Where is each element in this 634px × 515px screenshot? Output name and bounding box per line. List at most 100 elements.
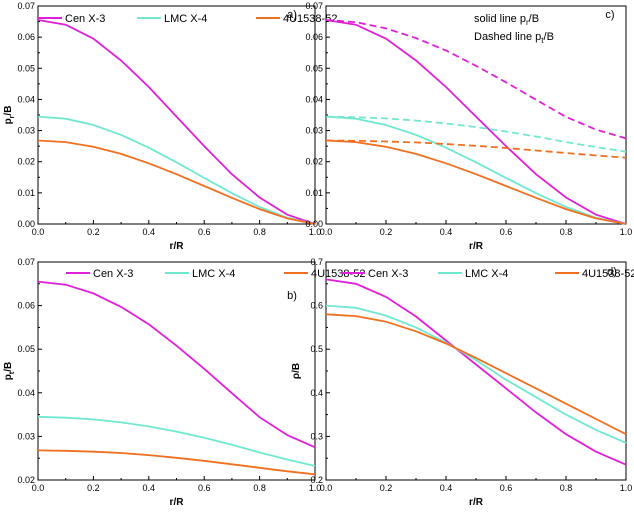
panel-label: c) (605, 9, 614, 21)
series-line-4u1538-52 (37, 449, 316, 476)
x-tick-label: 0.8 (253, 227, 266, 237)
legend-label: LMC X-4 (164, 13, 207, 25)
x-tick-label: 0.4 (143, 483, 156, 493)
y-tick-label: 0.07 (305, 1, 323, 11)
chart-panel-c: 0.0 0.2 0.4 0.6 0.8 1.00.000.010.020.030.040.… (305, 1, 632, 252)
x-tick-label: 0.2 (380, 227, 393, 237)
legend-label: LMC X-4 (192, 268, 235, 280)
y-tick-label: 0.6 (310, 301, 323, 311)
legend-label: LMC X-4 (465, 268, 508, 280)
annotation-part: Dashed line p (474, 31, 541, 43)
legend-label: 4U1538-52 (582, 268, 634, 280)
annotation-part: /B (544, 31, 554, 43)
series-line-4u1538-52-radial (325, 139, 627, 225)
series-line-4u1538-52-tangential (325, 139, 627, 159)
legend-label: Cen X-3 (65, 13, 105, 25)
x-tick-label: 0.2 (87, 483, 100, 493)
y-tick-label: 0.03 (305, 126, 323, 136)
y-tick-label: 0.06 (17, 32, 35, 42)
series-line-cen-x-3 (37, 280, 316, 449)
panel-label: b) (287, 290, 297, 302)
y-tick-label: 0.7 (310, 257, 323, 267)
x-tick-label: 0.4 (143, 227, 156, 237)
series-line-lmc-x-4-tangential (325, 115, 627, 153)
y-tick-label: 0.01 (17, 188, 35, 198)
plot-frame (37, 261, 316, 481)
series-line-4u1538-52 (37, 139, 316, 225)
x-tick-label: 0.6 (198, 483, 211, 493)
y-axis-label-subscript: t (9, 371, 16, 374)
y-tick-label: 0.07 (17, 257, 35, 267)
y-tick-label: 0.06 (305, 32, 323, 42)
y-tick-label: 0.05 (305, 63, 323, 73)
y-axis-label: pr/B (3, 106, 16, 125)
series-line-cen-x-3 (37, 19, 316, 225)
chart-panel-b: 0.0 0.2 0.4 0.6 0.8 1.0 0.02 0.03 0.04 0.05 0.06 0.… (3, 257, 365, 508)
y-tick-label: 0.02 (17, 475, 35, 485)
y-axis-label-part: /B (3, 362, 14, 372)
y-axis-label-part: /B (3, 106, 14, 116)
x-tick-label: 0.2 (87, 227, 100, 237)
x-tick-label: 0.6 (198, 227, 211, 237)
x-axis-label: r/R (170, 241, 185, 252)
y-axis-label-subscript: r (9, 115, 16, 118)
panel-label: a) (287, 9, 297, 21)
series-line-lmc-x-4 (325, 304, 627, 444)
legend-label: Cen X-3 (368, 268, 408, 280)
x-tick-label: 0.4 (440, 227, 453, 237)
series-line-lmc-x-4 (37, 415, 316, 467)
annotation-part: r (526, 18, 529, 27)
x-tick-label: 1.0 (309, 227, 322, 237)
x-axis-label: r/R (469, 497, 484, 508)
series-line-lmc-x-4-radial (325, 115, 627, 225)
y-tick-label: 0.01 (305, 188, 323, 198)
annotation-part: t (541, 36, 544, 45)
x-tick-label: 0.0 (32, 483, 45, 493)
x-tick-label: 1.0 (620, 227, 633, 237)
x-tick-label: 0.6 (500, 483, 513, 493)
x-tick-label: 0.8 (253, 483, 266, 493)
annotation-part: /B (529, 13, 539, 25)
series-line-4u1538-52 (325, 313, 627, 436)
legend-label: 4U1538-52 (311, 268, 365, 280)
x-axis-label: r/R (170, 497, 185, 508)
plot-frame (37, 5, 316, 225)
x-tick-label: 0.4 (440, 483, 453, 493)
y-axis-label-part: p (3, 374, 14, 380)
x-tick-label: 0.0 (320, 227, 333, 237)
x-tick-label: 0.8 (560, 227, 573, 237)
x-tick-label: 0.2 (380, 483, 393, 493)
x-tick-label: 1.0 (309, 483, 322, 493)
y-tick-label: 0.5 (310, 344, 323, 354)
y-tick-label: 0.4 (310, 388, 323, 398)
y-axis-label: pt/B (3, 362, 16, 380)
y-axis-label-part: ρ/B (291, 363, 302, 379)
x-tick-label: 0.6 (500, 227, 513, 237)
series-line-cen-x-3-radial (325, 19, 627, 225)
x-tick-label: 0.0 (32, 227, 45, 237)
y-tick-label: 0.2 (310, 475, 323, 485)
y-tick-label: 0.06 (17, 301, 35, 311)
annotation-text: solid line pr/B (474, 13, 539, 27)
y-tick-label: 0.05 (17, 63, 35, 73)
y-tick-label: 0.3 (310, 431, 323, 441)
y-tick-label: 0.02 (17, 157, 35, 167)
series-line-cen-x-3 (325, 278, 627, 466)
y-tick-label: 0.03 (17, 431, 35, 441)
y-tick-label: 0.04 (17, 388, 35, 398)
series-line-cen-x-3-tangential (325, 19, 627, 140)
y-axis-label-part: p (3, 118, 14, 124)
panel-label: d) (607, 266, 617, 278)
annotation-part: solid line p (474, 13, 526, 25)
y-tick-label: 0.00 (305, 219, 323, 229)
chart-panel-d: 0.0 0.2 0.4 0.6 0.8 1.00.20.30.40.50.60.7r/Rρ… (291, 257, 634, 508)
x-axis-label: r/R (469, 241, 484, 252)
y-tick-label: 0.05 (17, 344, 35, 354)
chart-panel-a: 0.0 0.2 0.4 0.6 0.8 1.00.000.010.020.030.040.… (3, 1, 337, 252)
y-tick-label: 0.04 (17, 94, 35, 104)
y-tick-label: 0.00 (17, 219, 35, 229)
y-tick-label: 0.02 (305, 157, 323, 167)
x-tick-label: 0.8 (560, 483, 573, 493)
series-line-lmc-x-4 (37, 115, 316, 225)
